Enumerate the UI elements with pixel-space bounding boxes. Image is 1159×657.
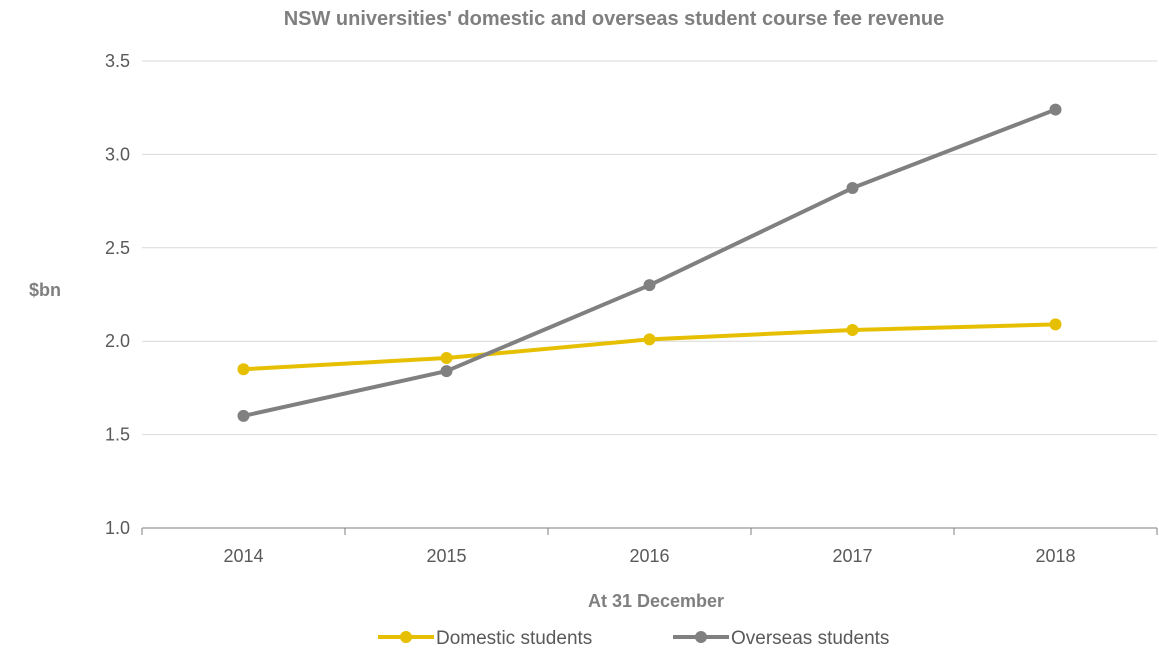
series-line-overseas-students bbox=[241, 107, 1058, 418]
data-point-overseas-students bbox=[846, 182, 859, 195]
y-tick-label: 2.0 bbox=[105, 331, 130, 351]
y-axis-title: $bn bbox=[29, 280, 61, 300]
x-tick-label: 2018 bbox=[1035, 546, 1075, 566]
x-axis-title: At 31 December bbox=[588, 591, 724, 611]
legend-swatch-marker bbox=[695, 631, 707, 643]
data-point-overseas-students bbox=[643, 279, 656, 292]
gridlines bbox=[142, 60, 1157, 436]
y-tick-label: 3.5 bbox=[105, 51, 130, 71]
data-point-domestic-students bbox=[846, 323, 859, 336]
y-tick-label: 1.0 bbox=[105, 518, 130, 538]
x-tick-label: 2017 bbox=[832, 546, 872, 566]
data-point-overseas-students bbox=[440, 365, 453, 378]
data-point-domestic-students bbox=[643, 333, 656, 346]
data-point-domestic-students bbox=[1049, 318, 1062, 331]
y-tick-label: 3.0 bbox=[105, 144, 130, 164]
chart-title: NSW universities' domestic and overseas … bbox=[284, 8, 945, 30]
x-tick-label: 2014 bbox=[223, 546, 263, 566]
legend-item-domestic-students: Domestic students bbox=[378, 628, 592, 649]
data-point-overseas-students bbox=[237, 409, 250, 422]
series bbox=[237, 103, 1062, 422]
legend: Domestic students Overseas students bbox=[378, 628, 889, 649]
data-point-domestic-students bbox=[440, 352, 453, 365]
series-line-domestic-students bbox=[241, 322, 1058, 372]
x-tick-label: 2015 bbox=[426, 546, 466, 566]
axes: 1.0 1.5 2.0 2.5 3.0 3.5 2014 2015 2016 2017 2018 bbox=[105, 51, 1158, 566]
series-domestic-students bbox=[237, 318, 1062, 376]
data-point-overseas-students bbox=[1049, 103, 1062, 116]
legend-item-overseas-students: Overseas students bbox=[673, 628, 889, 649]
y-tick-label: 1.5 bbox=[105, 425, 130, 445]
legend-label: Overseas students bbox=[731, 628, 889, 649]
series-overseas-students bbox=[237, 103, 1062, 422]
data-point-domestic-students bbox=[237, 363, 250, 376]
legend-label: Domestic students bbox=[436, 628, 592, 649]
y-tick-label: 2.5 bbox=[105, 238, 130, 258]
x-tick-label: 2016 bbox=[629, 546, 669, 566]
legend-swatch-marker bbox=[400, 631, 412, 643]
